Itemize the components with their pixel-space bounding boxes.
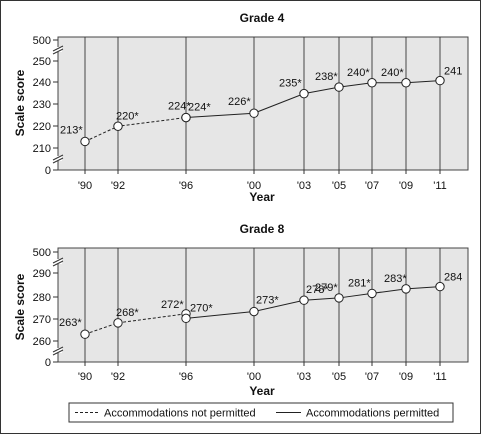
x-tick-label: '90 [78, 371, 92, 383]
data-point [181, 313, 191, 324]
data-point [181, 112, 191, 123]
y-tick-label: 220 [33, 121, 51, 133]
chart-panel: 500 250 240 230 220 210 0 '90 '92 '96 '00 '03 '05 '07… [13, 11, 469, 204]
y-tick-label: 230 [33, 99, 51, 111]
y-tick-label: 290 [33, 268, 51, 280]
axis-break-mark [52, 346, 64, 356]
data-label: 240* [347, 67, 370, 79]
series-line-not-permitted [84, 313, 187, 335]
y-tick-label: 500 [33, 35, 51, 47]
data-label: 270* [190, 302, 213, 314]
x-tick-label: '09 [399, 180, 413, 192]
chart-panel: 500 290 280 270 260 0 '90 '92 '96 '00 '03 '05 '07 '09… [13, 222, 469, 398]
data-label: 240* [381, 67, 404, 79]
data-point [249, 306, 259, 317]
x-tick-label: '05 [332, 371, 346, 383]
y-tick-label: 0 [45, 165, 51, 177]
y-tick-label: 240 [33, 77, 51, 89]
data-label: 241 [444, 66, 462, 78]
x-tick-label: '96 [179, 371, 193, 383]
data-point [299, 295, 309, 305]
data-point [80, 136, 90, 147]
x-axis-label: Year [249, 190, 275, 204]
data-label: 238* [315, 71, 338, 83]
data-label: 213* [60, 124, 83, 136]
data-point [80, 329, 90, 339]
data-point [299, 88, 309, 99]
axis-break-mark [52, 257, 64, 267]
y-tick-label: 210 [33, 143, 51, 155]
legend-label-permitted: Accommodations permitted [306, 408, 439, 420]
y-axis-label: Scale score [13, 273, 27, 340]
data-label: 278* [306, 284, 329, 296]
data-label: 283* [384, 273, 407, 285]
panel-title: Grade 4 [240, 11, 285, 25]
y-tick-label: 280 [33, 292, 51, 304]
x-tick-label: '09 [399, 371, 413, 383]
x-tick-label: '00 [247, 180, 261, 192]
data-label: 281* [348, 277, 371, 289]
data-label: 224* [168, 101, 191, 113]
x-tick-label: '92 [111, 180, 125, 192]
y-tick-label: 250 [33, 56, 51, 68]
x-tick-label: '96 [179, 180, 193, 192]
data-label: 220* [116, 110, 139, 122]
x-tick-label: '11 [433, 180, 447, 192]
data-point [367, 78, 377, 88]
legend: Accommodations not permitted Accommodati… [68, 402, 454, 423]
data-point [367, 288, 377, 299]
data-label: 263* [59, 317, 82, 329]
legend-box [68, 402, 454, 423]
data-label: 279* [315, 282, 338, 294]
data-label: 226* [228, 96, 251, 108]
legend-label-not-permitted: Accommodations not permitted [104, 408, 256, 420]
data-point [401, 284, 411, 294]
plot-area [57, 247, 469, 363]
x-tick-label: '03 [297, 371, 311, 383]
y-tick-label: 500 [33, 247, 51, 259]
x-tick-label: '05 [332, 180, 346, 192]
y-axis-label: Scale score [13, 69, 27, 136]
data-point [334, 82, 344, 92]
y-tick-label: 260 [33, 336, 51, 348]
data-label: 224* [188, 102, 211, 114]
y-tick-label: 270 [33, 314, 51, 326]
data-point [113, 318, 123, 328]
x-tick-label: '07 [365, 371, 379, 383]
axis-break-mark [52, 154, 64, 164]
x-tick-label: '03 [297, 180, 311, 192]
x-axis-label: Year [249, 384, 275, 398]
data-label: 272* [161, 299, 184, 311]
data-label: 284 [444, 272, 462, 284]
axis-break-mark [52, 45, 64, 55]
data-point [401, 78, 411, 88]
x-tick-label: '00 [247, 371, 261, 383]
panel-title: Grade 8 [240, 222, 285, 236]
data-point [113, 121, 123, 131]
data-label: 273* [256, 295, 279, 307]
x-tick-label: '07 [365, 180, 379, 192]
data-label: 235* [279, 78, 302, 90]
data-point [435, 75, 445, 86]
data-label: 268* [116, 307, 139, 319]
data-point [249, 108, 259, 118]
x-tick-label: '11 [433, 371, 447, 383]
data-point [334, 293, 344, 303]
y-tick-label: 0 [45, 357, 51, 369]
x-tick-label: '92 [111, 371, 125, 383]
data-point [435, 281, 445, 292]
x-tick-label: '90 [78, 180, 92, 192]
plot-area [57, 36, 469, 171]
